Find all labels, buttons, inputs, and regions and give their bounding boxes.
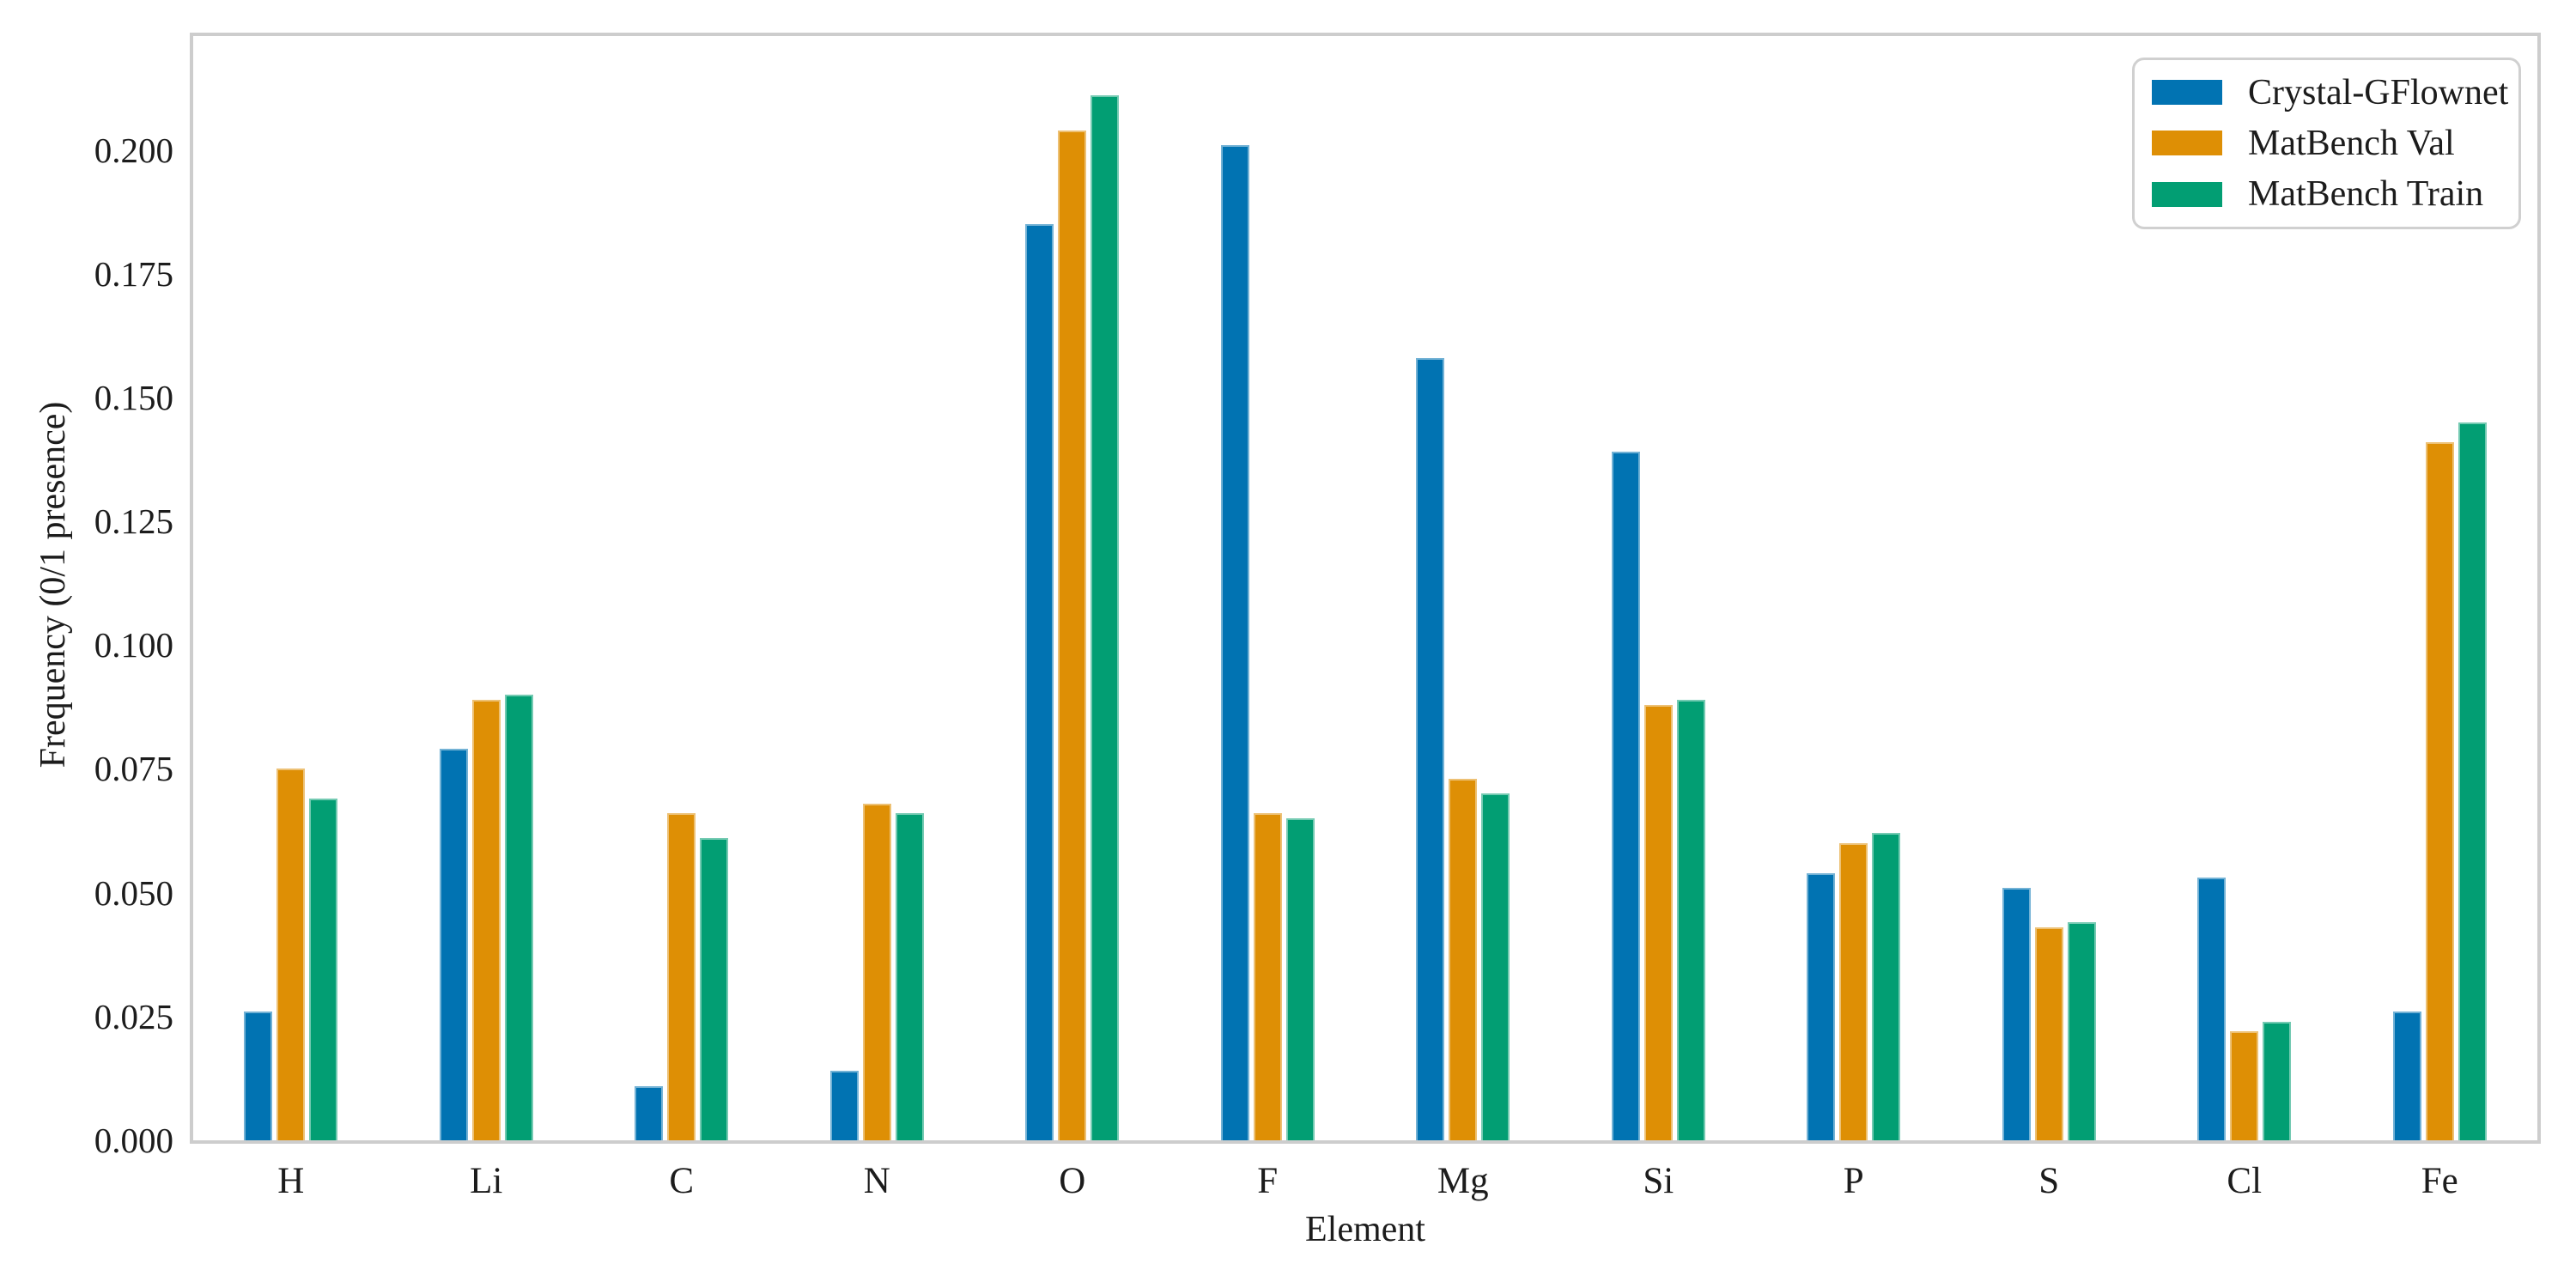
y-tick-label: 0.125 — [94, 501, 173, 542]
bar-C-crystal-gflownet — [635, 1085, 664, 1140]
bar-H-matbench-val — [276, 769, 306, 1140]
bar-N-crystal-gflownet — [829, 1071, 859, 1140]
x-tick-label-N: N — [863, 1161, 890, 1201]
plot-bottom-spine — [190, 1140, 2541, 1144]
bar-S-matbench-val — [2034, 927, 2063, 1140]
bar-Mg-crystal-gflownet — [1416, 357, 1445, 1140]
x-tick-label-S: S — [2038, 1161, 2060, 1201]
bar-N-matbench-val — [862, 803, 891, 1140]
bar-Cl-crystal-gflownet — [2197, 878, 2227, 1140]
y-tick-label: 0.050 — [94, 872, 173, 913]
bar-P-crystal-gflownet — [1807, 872, 1836, 1140]
bar-F-matbench-val — [1253, 813, 1282, 1140]
y-tick-label: 0.150 — [94, 377, 173, 417]
bar-H-crystal-gflownet — [244, 1012, 273, 1140]
bar-S-matbench-train — [2067, 922, 2096, 1140]
x-tick-label-Li: Li — [470, 1161, 503, 1201]
bar-C-matbench-val — [667, 813, 696, 1140]
bar-Fe-crystal-gflownet — [2392, 1012, 2421, 1140]
bar-P-matbench-val — [1839, 842, 1868, 1140]
plot-right-spine — [2537, 33, 2541, 1144]
legend-swatch-icon — [2152, 131, 2222, 156]
bar-Cl-matbench-val — [2230, 1031, 2259, 1140]
y-tick-label: 0.025 — [94, 996, 173, 1036]
bar-C-matbench-train — [700, 838, 729, 1140]
bar-Mg-matbench-val — [1449, 779, 1478, 1140]
x-tick-label-P: P — [1843, 1161, 1864, 1201]
y-tick-label: 0.075 — [94, 749, 173, 789]
bar-S-crystal-gflownet — [2002, 887, 2031, 1140]
x-tick-label-F: F — [1257, 1161, 1279, 1201]
bar-Si-crystal-gflownet — [1611, 452, 1640, 1140]
legend-label: MatBench Train — [2248, 174, 2484, 215]
legend-row: MatBench Train — [2152, 174, 2510, 214]
bar-O-matbench-val — [1058, 130, 1087, 1140]
plot-left-spine — [190, 33, 193, 1144]
bar-N-matbench-train — [895, 813, 924, 1140]
bar-Li-crystal-gflownet — [439, 749, 468, 1140]
plot-top-spine — [190, 33, 2541, 36]
bar-Li-matbench-val — [471, 699, 501, 1140]
y-tick-label: 0.100 — [94, 625, 173, 665]
legend: Crystal-GFlownet MatBench Val MatBench Tra… — [2132, 58, 2521, 229]
legend-swatch-icon — [2152, 181, 2222, 207]
legend-row: MatBench Val — [2152, 124, 2510, 163]
x-tick-label-Si: Si — [1643, 1161, 1674, 1201]
legend-swatch-icon — [2152, 80, 2222, 106]
legend-label: Crystal-GFlownet — [2248, 72, 2509, 112]
x-tick-label-Cl: Cl — [2227, 1161, 2263, 1201]
bar-Li-matbench-train — [504, 694, 533, 1140]
x-tick-label-O: O — [1059, 1161, 1086, 1201]
x-tick-label-H: H — [277, 1161, 305, 1201]
y-tick-label: 0.000 — [94, 1121, 173, 1160]
legend-label: MatBench Val — [2248, 123, 2455, 163]
bar-H-matbench-train — [309, 799, 338, 1140]
x-tick-label-C: C — [669, 1161, 695, 1201]
bar-P-matbench-train — [1872, 833, 1901, 1140]
y-axis-label: Frequency (0/1 presence) — [33, 401, 73, 769]
bar-O-matbench-train — [1091, 95, 1120, 1140]
bar-Mg-matbench-train — [1481, 793, 1510, 1140]
bar-Cl-matbench-train — [2263, 1021, 2292, 1140]
bar-F-matbench-train — [1285, 818, 1315, 1140]
y-tick-label: 0.175 — [94, 253, 173, 294]
bar-O-crystal-gflownet — [1025, 224, 1054, 1140]
bar-F-crystal-gflownet — [1220, 144, 1249, 1140]
bar-Si-matbench-train — [1676, 699, 1705, 1140]
x-tick-label-Mg: Mg — [1437, 1161, 1489, 1201]
bar-Fe-matbench-train — [2458, 422, 2487, 1140]
legend-row: Crystal-GFlownet — [2152, 73, 2510, 112]
bar-Si-matbench-val — [1643, 704, 1673, 1140]
y-tick-label: 0.200 — [94, 130, 173, 170]
x-axis-label: Element — [1305, 1210, 1425, 1249]
bar-Fe-matbench-val — [2425, 441, 2454, 1140]
x-tick-label-Fe: Fe — [2421, 1161, 2458, 1201]
